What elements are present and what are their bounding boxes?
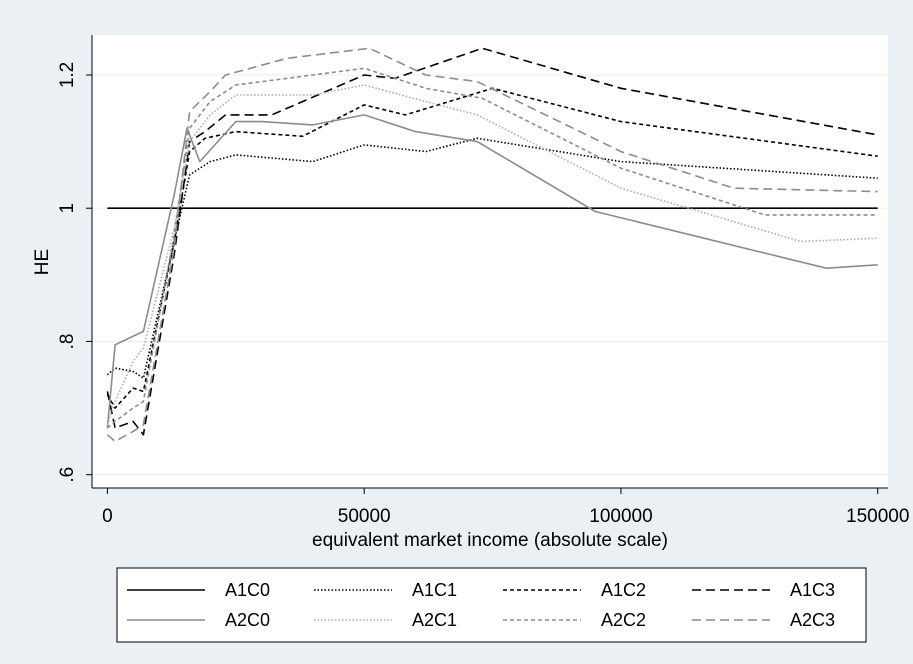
legend-label-a2c2: A2C2 <box>601 610 646 630</box>
ticks-layer: .6 .8 1 1.2 0 50000 100000 150000 <box>57 62 909 527</box>
x-tick-label: 100000 <box>589 506 652 527</box>
x-tick-label: 0 <box>102 506 113 527</box>
series-line-a2c3 <box>106 47 878 443</box>
legend-label-a1c0: A1C0 <box>225 580 270 600</box>
y-tick-label: 1.2 <box>57 62 78 88</box>
x-axis-title: equivalent market income (absolute scale… <box>312 530 668 551</box>
series-line-a1c3 <box>106 47 878 436</box>
legend-label-a1c2: A1C2 <box>601 580 646 600</box>
series-line-a2c0 <box>106 114 878 429</box>
x-tick-label: 150000 <box>846 506 909 527</box>
series-layer <box>106 47 878 443</box>
y-tick-label: .6 <box>57 467 78 483</box>
series-line-a1c2 <box>106 87 878 409</box>
y-tick-label: 1 <box>57 203 78 214</box>
plot-area <box>92 35 888 488</box>
legend-label-a2c0: A2C0 <box>225 610 270 630</box>
series-line-a2c1 <box>106 84 878 425</box>
y-tick-label: .8 <box>57 334 78 350</box>
y-axis-title: HE <box>32 249 53 275</box>
series-line-a2c2 <box>106 67 878 429</box>
legend-box <box>116 567 867 643</box>
legend-label-a2c1: A2C1 <box>412 610 457 630</box>
legend-label-a1c3: A1C3 <box>790 580 835 600</box>
legend: A1C0 A1C1 A1C2 A1C3 A2C0 A2C1 A2C2 A2C3 <box>127 580 835 630</box>
legend-label-a2c3: A2C3 <box>790 610 835 630</box>
x-tick-label: 50000 <box>338 506 391 527</box>
legend-label-a1c1: A1C1 <box>412 580 457 600</box>
